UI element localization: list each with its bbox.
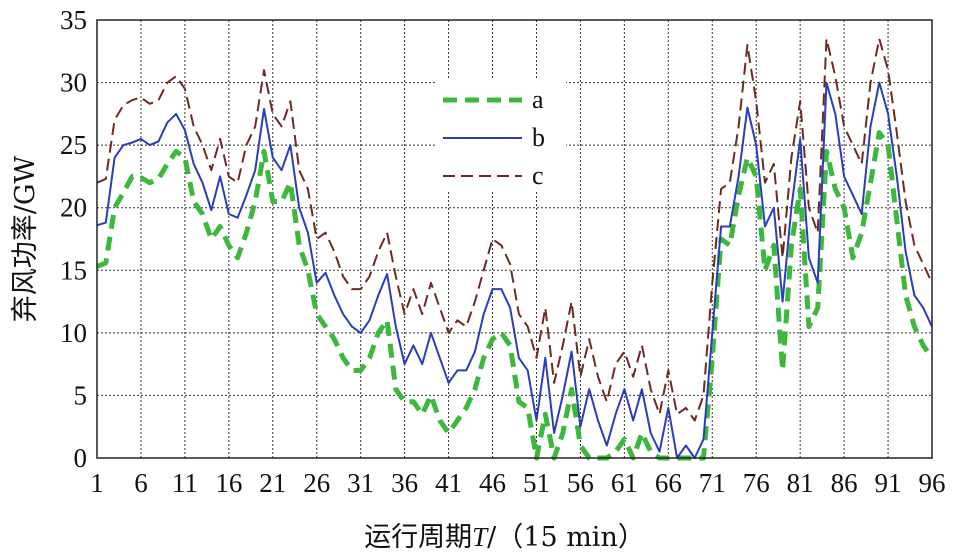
legend-label-c: c [532, 161, 544, 190]
y-tick-label: 25 [60, 130, 87, 160]
y-tick-labels: 0 5 10 15 20 25 30 35 [60, 5, 87, 473]
x-axis-title-suffix: /（15 min） [487, 522, 645, 553]
series-line-c [96, 37, 933, 422]
x-axis-title-variable: T [472, 522, 489, 552]
x-tick-label: 6 [134, 468, 148, 498]
legend: a b c [436, 80, 566, 192]
y-tick-label: 15 [60, 255, 87, 285]
x-tick-label: 56 [567, 468, 594, 498]
x-tick-label: 11 [172, 468, 198, 498]
x-tick-label: 66 [655, 468, 682, 498]
series-lines [96, 37, 935, 461]
x-tick-label: 86 [831, 468, 858, 498]
y-tick-label: 30 [60, 68, 87, 98]
x-tick-label: 61 [611, 468, 638, 498]
x-tick-label: 81 [787, 468, 814, 498]
x-tick-label: 71 [699, 468, 726, 498]
legend-label-b: b [532, 123, 545, 152]
x-tick-label: 41 [435, 468, 462, 498]
series-line-b [96, 81, 933, 459]
x-tick-label: 1 [90, 468, 104, 498]
y-tick-label: 20 [60, 193, 87, 223]
series-line-a [96, 130, 935, 461]
x-axis-title-prefix: 运行周期 [364, 522, 472, 553]
x-tick-label: 21 [259, 468, 286, 498]
x-axis-title: 运行周期T/（15 min） [364, 522, 645, 553]
x-tick-label: 91 [875, 468, 902, 498]
y-axis-title: 弃风功率/GW [10, 156, 41, 323]
x-tick-label: 31 [347, 468, 374, 498]
x-tick-label: 26 [303, 468, 330, 498]
x-tick-label: 76 [743, 468, 770, 498]
x-tick-label: 16 [215, 468, 242, 498]
x-tick-label: 96 [919, 468, 946, 498]
y-tick-label: 5 [74, 380, 88, 410]
legend-label-a: a [532, 85, 544, 114]
x-tick-label: 46 [479, 468, 506, 498]
x-tick-labels: 1 6 11 16 21 26 31 36 41 46 51 56 61 66 71 76 81 86 91 96 [90, 468, 945, 498]
y-tick-label: 35 [60, 5, 87, 35]
y-tick-label: 0 [74, 443, 88, 473]
x-tick-label: 36 [391, 468, 418, 498]
plot-frame [96, 19, 933, 459]
x-tick-label: 51 [523, 468, 550, 498]
y-tick-label: 10 [60, 318, 87, 348]
